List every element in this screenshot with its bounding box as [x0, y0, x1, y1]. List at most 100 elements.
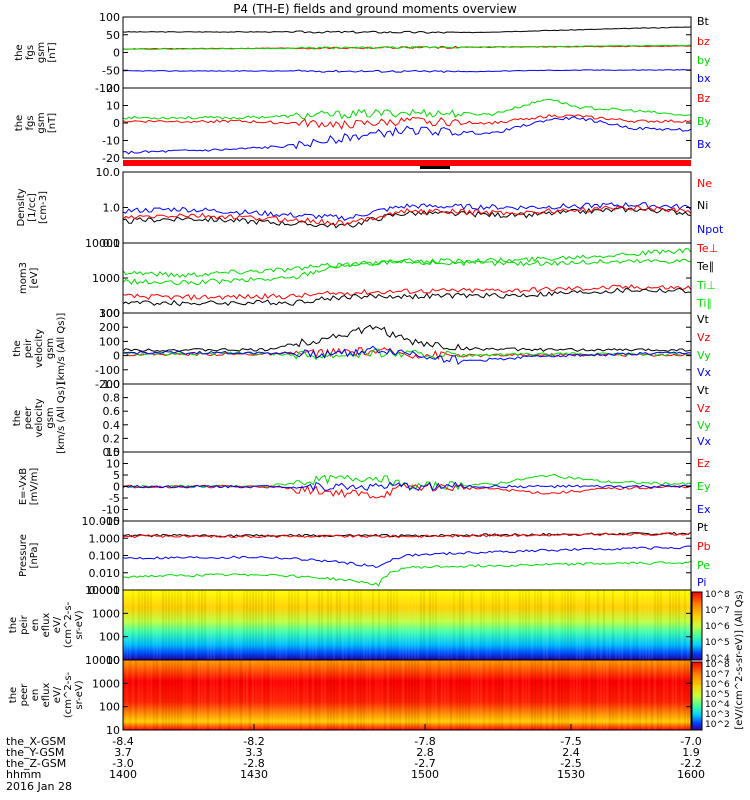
heatmap-stripe: [441, 590, 443, 660]
heatmap-stripe: [261, 660, 263, 730]
heatmap-stripe: [675, 590, 677, 660]
heatmap-stripe: [231, 590, 233, 660]
axis-row-value: 1500: [411, 768, 439, 781]
heatmap-stripe: [279, 590, 281, 660]
heatmap-stripe: [216, 660, 218, 730]
heatmap-stripe: [432, 590, 434, 660]
heatmap-stripe: [669, 660, 671, 730]
heatmap-stripe: [135, 590, 137, 660]
heatmap-stripe: [186, 590, 188, 660]
heatmap-stripe: [348, 660, 350, 730]
heatmap-stripe: [480, 590, 482, 660]
ylabel-p6: [km/s (All Qs)]: [56, 382, 67, 454]
ytick-label-p4: 1000: [92, 272, 120, 285]
series-p4-Ti⊥: [122, 248, 692, 279]
ylabel-p5: the: [12, 340, 23, 356]
heatmap-stripe: [279, 660, 281, 730]
heatmap-stripe: [438, 660, 440, 730]
legend-p6-Vy: Vy: [697, 419, 711, 432]
heatmap-stripe: [192, 660, 194, 730]
ytick-label-p7: 0: [113, 481, 120, 494]
heatmap-stripe: [201, 590, 203, 660]
heatmap-stripe: [663, 660, 665, 730]
heatmap-stripe: [408, 590, 410, 660]
heatmap-stripe: [660, 590, 662, 660]
heatmap-stripe: [648, 660, 650, 730]
heatmap-stripe: [414, 590, 416, 660]
heatmap-stripe: [264, 590, 266, 660]
series-p4-Ti∥: [122, 258, 692, 286]
legend-p3-Ni: Ni: [697, 199, 708, 212]
heatmap-stripe: [324, 660, 326, 730]
heatmap-stripe: [684, 590, 686, 660]
axis-row-value: -7.8: [414, 735, 435, 748]
heatmap-stripe: [237, 590, 239, 660]
series-p7-Ez: [122, 482, 692, 499]
heatmap-stripe: [462, 590, 464, 660]
ytick-label-p1: 50: [106, 29, 120, 42]
heatmap-stripe: [147, 660, 149, 730]
heatmap-stripe: [231, 660, 233, 730]
heatmap-stripe: [663, 590, 665, 660]
heatmap-stripe: [462, 660, 464, 730]
frame-p1: [122, 16, 692, 89]
heatmap-stripe: [408, 660, 410, 730]
heatmap-stripe: [339, 590, 341, 660]
heatmap-stripe: [639, 590, 641, 660]
heatmap-stripe: [561, 590, 563, 660]
ylabel-p5: velocity: [34, 329, 45, 368]
heatmap-stripe: [447, 590, 449, 660]
ytick-label-p5: 0: [113, 350, 120, 363]
heatmap-stripe: [579, 660, 581, 730]
panel-p8: 10.000 1.000 0.100 0.010 0.001 Pressure [nPa] P…: [18, 515, 711, 597]
heatmap-stripe: [648, 590, 650, 660]
heatmap-stripe: [552, 590, 554, 660]
frame-p8: [122, 520, 692, 591]
heatmap-stripe: [684, 660, 686, 730]
heatmap-stripe: [582, 590, 584, 660]
series-p5-Vt: [122, 324, 692, 352]
heatmap-stripe: [306, 590, 308, 660]
axis-row-value: -7.0: [680, 735, 701, 748]
heatmap-stripe: [678, 660, 680, 730]
heatmap-stripe: [393, 590, 395, 660]
heatmap-stripe: [417, 590, 419, 660]
heatmap-stripe: [312, 590, 314, 660]
colorbar-tick-top: 10^4: [705, 654, 730, 664]
heatmap-stripe: [171, 590, 173, 660]
heatmap-stripe: [567, 590, 569, 660]
heatmap-stripe: [159, 660, 161, 730]
heatmap-stripe: [402, 590, 404, 660]
ytick-label-p3: 0.1: [103, 237, 121, 250]
series-p3-Npot: [122, 201, 692, 221]
heatmap-stripe: [396, 590, 398, 660]
legend-p5-Vx: Vx: [697, 366, 712, 379]
time-axis: the_X-GSM -8.4 -8.2 -7.8 -7.5 -7.0 the_Y-GSM 3.…: [6, 724, 705, 793]
heatmap-stripe: [492, 660, 494, 730]
ylabel-p5: peir: [23, 338, 34, 358]
ylabel-p3: Density: [16, 188, 27, 226]
heatmap-stripe: [312, 660, 314, 730]
colorbar-tick-bottom: 10^2: [705, 720, 730, 730]
heatmap-stripe: [474, 660, 476, 730]
heatmap-stripe: [327, 590, 329, 660]
legend-p6-Vz: Vz: [697, 402, 711, 415]
heatmap-stripe: [399, 660, 401, 730]
heatmap-stripe: [585, 660, 587, 730]
heatmap-stripe: [501, 660, 503, 730]
heatmap-stripe: [615, 590, 617, 660]
heatmap-stripe: [129, 660, 131, 730]
heatmap-stripe: [657, 660, 659, 730]
heatmap-stripe: [384, 590, 386, 660]
heatmap-stripe: [552, 660, 554, 730]
heatmap-stripe: [291, 660, 293, 730]
legend-p7-Ez: Ez: [697, 457, 710, 470]
axis-row-label: the_X-GSM: [6, 735, 66, 748]
heatmap-stripe: [156, 590, 158, 660]
heatmap-stripe: [189, 590, 191, 660]
heatmap-stripe: [447, 660, 449, 730]
ytick-label-p2: -10: [102, 135, 120, 148]
series-p2-Bz: [122, 113, 692, 130]
